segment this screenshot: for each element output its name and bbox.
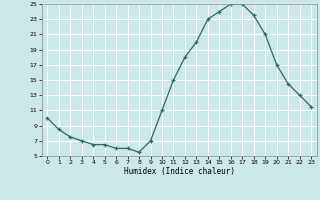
- X-axis label: Humidex (Indice chaleur): Humidex (Indice chaleur): [124, 167, 235, 176]
